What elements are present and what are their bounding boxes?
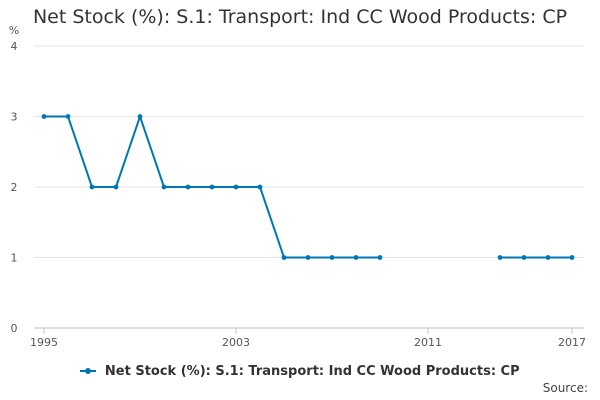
legend-swatch-icon	[80, 366, 97, 376]
data-point	[185, 184, 191, 190]
data-point	[545, 255, 551, 260]
data-point	[137, 114, 143, 119]
y-tick-label: 0	[11, 322, 18, 335]
x-tick-label: 2011	[414, 336, 442, 349]
y-tick-label: 2	[11, 181, 18, 194]
data-point	[89, 184, 95, 190]
data-point	[65, 114, 71, 119]
data-point	[233, 184, 239, 190]
axes: 0 1 2 3 4% 1995 2003 2011 2017	[9, 24, 586, 349]
data-point	[161, 184, 167, 190]
data-point	[497, 255, 503, 260]
x-tick-label: 1995	[30, 336, 58, 349]
data-point	[113, 184, 119, 190]
source-label[interactable]: Source:	[542, 381, 588, 395]
data-point	[569, 255, 575, 260]
y-tick-label: 4	[11, 40, 18, 53]
data-point	[281, 255, 287, 260]
series-layer	[41, 114, 575, 260]
legend[interactable]: Net Stock (%): S.1: Transport: Ind CC Wo…	[0, 364, 600, 379]
chart-title: Net Stock (%): S.1: Transport: Ind CC Wo…	[32, 6, 568, 28]
x-tick-label: 2017	[558, 336, 586, 349]
data-point	[257, 184, 263, 190]
data-point	[521, 255, 527, 260]
x-tick-label: 2003	[222, 336, 250, 349]
data-point	[209, 184, 215, 190]
grid-lines	[34, 45, 584, 258]
data-point	[353, 255, 359, 260]
y-axis-label: %	[9, 24, 19, 37]
data-point	[305, 255, 311, 260]
data-point	[41, 114, 47, 119]
y-tick-label: 1	[11, 252, 18, 265]
data-point	[329, 255, 335, 260]
data-point	[377, 255, 383, 260]
y-tick-label: 3	[11, 111, 18, 124]
legend-label[interactable]: Net Stock (%): S.1: Transport: Ind CC Wo…	[104, 364, 520, 379]
